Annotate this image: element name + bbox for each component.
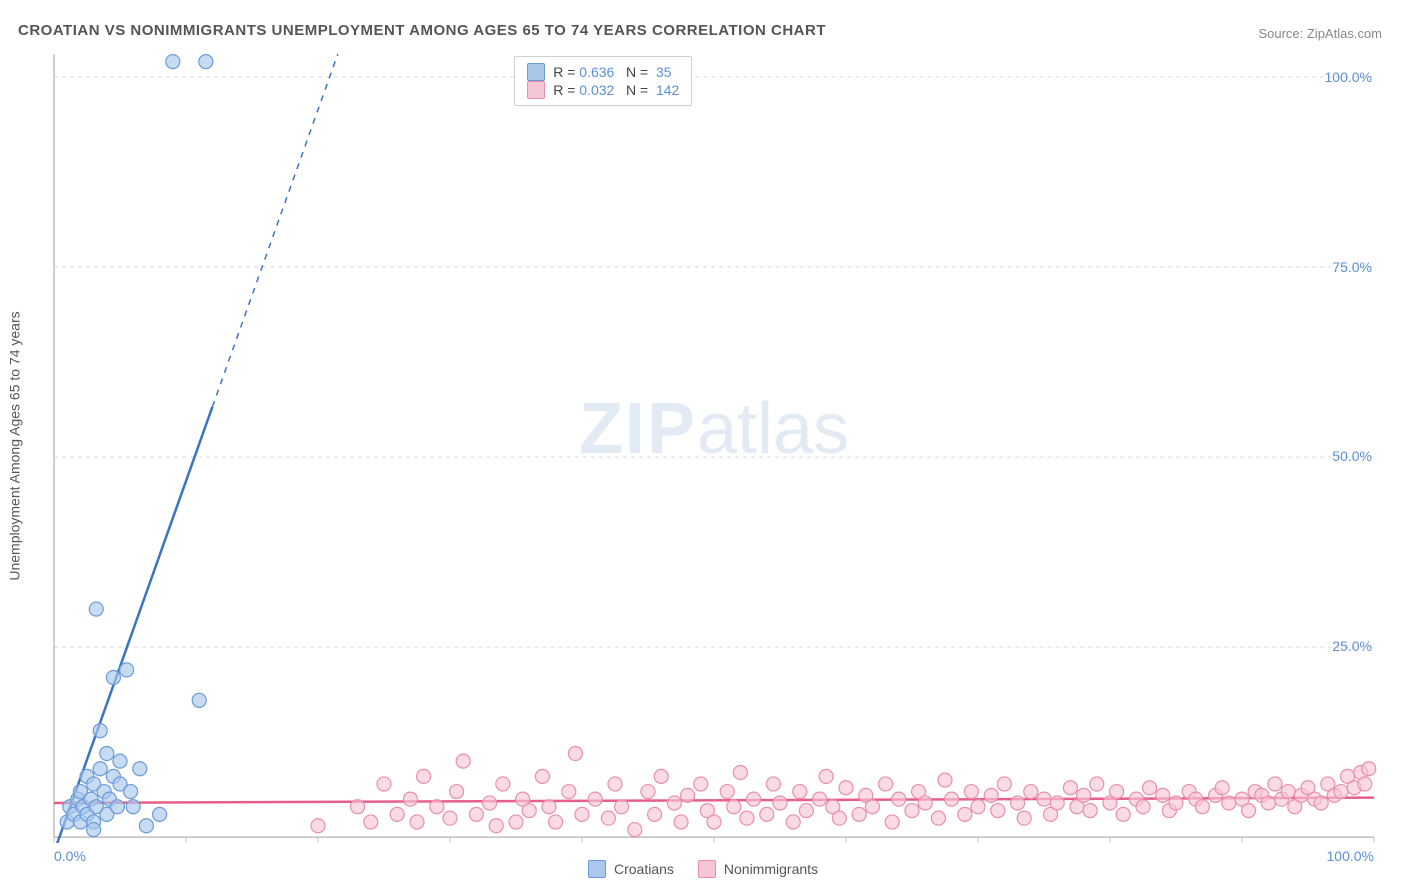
legend-swatch	[698, 860, 716, 878]
y-axis-label: Unemployment Among Ages 65 to 74 years	[7, 311, 23, 580]
x-tick-label: 100.0%	[1327, 848, 1374, 864]
legend-row: R = 0.032 N = 142	[527, 81, 679, 99]
legend-text: R = 0.032 N = 142	[553, 82, 679, 98]
legend-swatch	[527, 63, 545, 81]
legend-row: R = 0.636 N = 35	[527, 63, 679, 81]
legend-text: R = 0.636 N = 35	[553, 64, 671, 80]
legend-label: Croatians	[614, 861, 674, 877]
legend-swatch	[527, 81, 545, 99]
y-tick-label: 75.0%	[1332, 259, 1372, 275]
legend-item: Croatians	[588, 860, 674, 878]
legend-item: Nonimmigrants	[698, 860, 818, 878]
y-tick-label: 100.0%	[1325, 69, 1372, 85]
legend-label: Nonimmigrants	[724, 861, 818, 877]
source-label: Source: ZipAtlas.com	[1258, 26, 1382, 41]
chart-area: ZIPatlas R = 0.636 N = 35R = 0.032 N = 1…	[48, 48, 1380, 842]
legend-swatch	[588, 860, 606, 878]
x-tick-label: 0.0%	[54, 848, 86, 864]
chart-title: CROATIAN VS NONIMMIGRANTS UNEMPLOYMENT A…	[18, 22, 826, 39]
y-tick-label: 50.0%	[1332, 448, 1372, 464]
correlation-legend: R = 0.636 N = 35 R = 0.032 N = 142	[514, 56, 692, 106]
scatter-plot	[48, 48, 1380, 843]
series-legend: Croatians Nonimmigrants	[588, 860, 818, 878]
y-tick-label: 25.0%	[1332, 638, 1372, 654]
